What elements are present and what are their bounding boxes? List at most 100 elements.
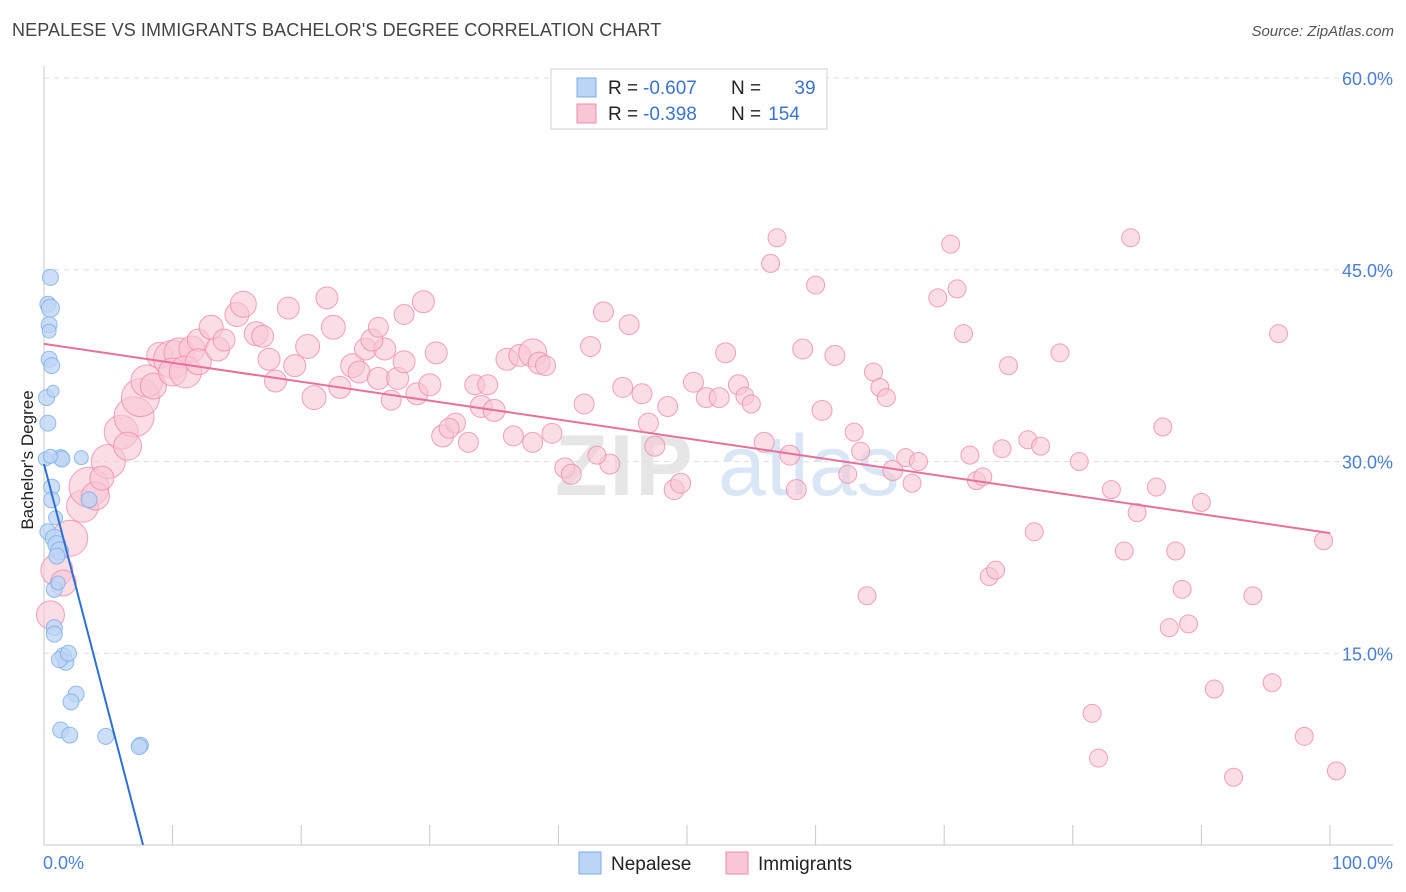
immigrants-point (1114, 541, 1134, 561)
immigrants-point (424, 341, 448, 365)
legend-r-value-immigrants: -0.398 (643, 104, 697, 125)
nepalese-point (41, 268, 59, 286)
immigrants-point (753, 431, 775, 453)
immigrants-point (477, 374, 499, 396)
immigrants-point (741, 394, 761, 414)
immigrants-point (1121, 228, 1141, 248)
immigrants-point (315, 286, 339, 310)
trend-lines (43, 342, 1331, 846)
immigrants-point (631, 383, 653, 405)
nepalese-point (130, 738, 148, 756)
nepalese-point (73, 450, 89, 466)
immigrants-point (857, 586, 877, 606)
gridlines (44, 77, 1393, 654)
y-tick-label-60: 60.0% (1342, 69, 1393, 89)
bottom-legend-label-immigrants: Immigrants (758, 854, 852, 875)
immigrants-point (992, 439, 1012, 459)
legend-r-label-immigrants: R = (608, 104, 638, 125)
immigrants-point (587, 445, 607, 465)
legend-swatch-nepalese (576, 77, 597, 98)
y-tick-label-15: 15.0% (1342, 644, 1393, 664)
immigrants-point (535, 355, 557, 377)
immigrants-point (715, 342, 737, 364)
immigrants-point (113, 431, 143, 461)
immigrants-point (580, 335, 602, 357)
nepalese-point (43, 357, 61, 375)
immigrants-point (1224, 767, 1244, 787)
immigrants-point (418, 373, 442, 397)
immigrants-point (1050, 343, 1070, 363)
immigrants-point (1089, 748, 1109, 768)
immigrants-point (229, 290, 257, 318)
immigrants-point (1179, 614, 1199, 634)
immigrants-point (560, 463, 582, 485)
nepalese-point (46, 384, 60, 398)
immigrants-point (457, 431, 479, 453)
immigrants-point (851, 441, 871, 461)
immigrants-point (367, 316, 389, 338)
immigrants-point (1031, 436, 1051, 456)
immigrants-point (1326, 761, 1346, 781)
immigrants-point (708, 387, 730, 409)
nepalese-trend-line (43, 463, 144, 846)
correlation-legend: R = -0.607 N = 39 R = -0.398 N = 154 (550, 68, 828, 130)
x-tick-label-max: 100.0% (1332, 853, 1393, 873)
immigrants-point (541, 422, 563, 444)
immigrants-point (618, 314, 640, 336)
immigrants-point (366, 366, 390, 390)
immigrants-point (522, 431, 544, 453)
immigrants-point (347, 360, 371, 384)
immigrants-point (908, 452, 928, 471)
immigrants-point (1024, 522, 1044, 542)
immigrants-point (1314, 531, 1334, 551)
legend-r-label-nepalese: R = (608, 78, 638, 99)
nepalese-point (61, 726, 79, 744)
immigrants-point (393, 303, 415, 325)
immigrants-point (1082, 703, 1102, 723)
legend-r-value-nepalese: -0.607 (643, 78, 697, 99)
nepalese-point (45, 625, 63, 643)
immigrants-point (960, 445, 980, 465)
immigrants-point (592, 301, 614, 323)
series-legend: Nepalese Immigrants (578, 851, 852, 875)
immigrants-point (1127, 503, 1147, 523)
nepalese-point (59, 644, 77, 662)
immigrants-point (806, 275, 826, 295)
immigrants-point (953, 324, 973, 344)
bottom-legend-swatch-immigrants (725, 851, 749, 875)
immigrants-point (767, 228, 787, 248)
immigrants-point (999, 356, 1018, 376)
immigrants-point (392, 350, 416, 374)
legend-n-label-immigrants: N = (731, 104, 761, 125)
y-tick-label-45: 45.0% (1342, 261, 1393, 281)
immigrants-point (1243, 586, 1263, 606)
y-tick-label-30: 30.0% (1342, 453, 1393, 473)
immigrants-point (502, 425, 524, 447)
immigrants-point (928, 288, 948, 308)
immigrants-point (257, 347, 281, 371)
immigrants-point (941, 234, 961, 254)
immigrants-point (1069, 452, 1089, 471)
bottom-legend-label-nepalese: Nepalese (611, 854, 691, 875)
immigrants-point (276, 296, 300, 320)
nepalese-point (48, 510, 64, 526)
immigrants-point (824, 344, 846, 366)
immigrants-point (320, 314, 346, 340)
nepalese-point (41, 323, 57, 339)
immigrants-point (811, 399, 833, 421)
immigrants-point (1166, 541, 1186, 561)
immigrants-point (438, 417, 460, 439)
immigrants-point (212, 328, 236, 352)
immigrants-point (876, 388, 896, 408)
immigrants-point (1101, 480, 1121, 500)
immigrants-point (1262, 673, 1282, 693)
chart-title: NEPALESE VS IMMIGRANTS BACHELOR'S DEGREE… (12, 20, 662, 40)
nepalese-point (62, 693, 80, 711)
immigrants-point (1294, 726, 1314, 746)
immigrants-point (761, 253, 781, 273)
immigrants-point (637, 412, 659, 434)
immigrants-point (301, 385, 327, 411)
nepalese-point (42, 448, 58, 464)
y-axis-label: Bachelor's Degree (18, 390, 37, 529)
